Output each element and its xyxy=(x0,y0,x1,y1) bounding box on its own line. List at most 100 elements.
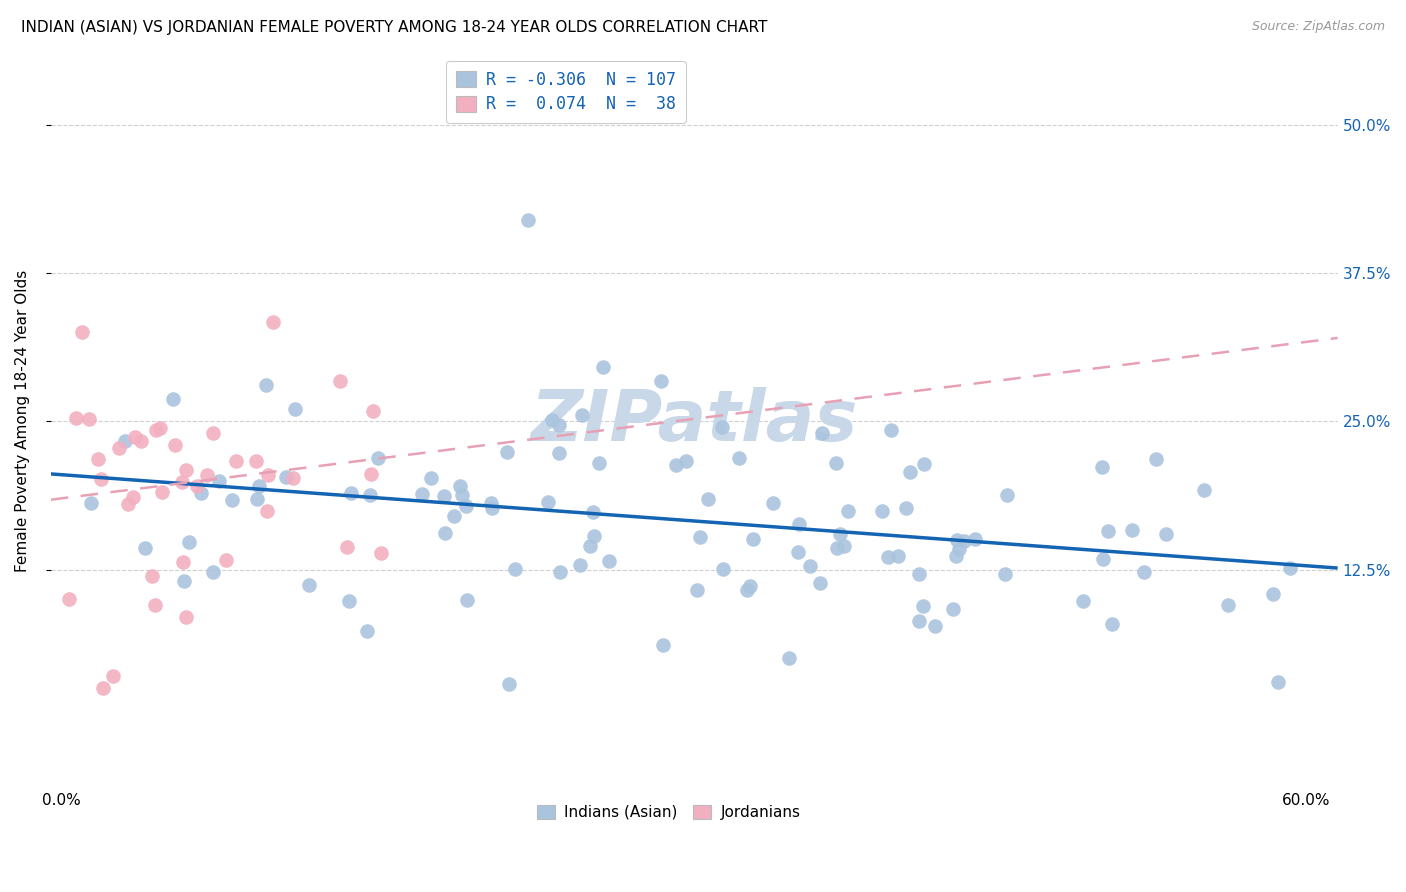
Point xyxy=(195,468,218,483)
Point xyxy=(652,639,675,653)
Point xyxy=(329,374,352,388)
Point xyxy=(1121,523,1143,537)
Point xyxy=(503,562,526,576)
Point xyxy=(443,508,465,523)
Point xyxy=(1101,617,1123,632)
Point xyxy=(1091,460,1114,475)
Point xyxy=(1132,565,1154,579)
Point xyxy=(449,479,471,493)
Point xyxy=(685,583,707,598)
Point xyxy=(578,539,600,553)
Point xyxy=(942,601,965,615)
Point xyxy=(451,488,474,502)
Point xyxy=(965,532,987,546)
Point xyxy=(245,454,267,468)
Point xyxy=(571,408,593,422)
Point xyxy=(908,566,931,581)
Point xyxy=(360,467,382,482)
Point xyxy=(696,492,718,507)
Point xyxy=(70,326,93,340)
Point xyxy=(174,610,197,624)
Point xyxy=(735,582,758,597)
Point xyxy=(225,454,247,468)
Point xyxy=(742,532,765,546)
Point xyxy=(787,545,810,559)
Point xyxy=(832,539,855,553)
Point xyxy=(994,566,1017,581)
Point xyxy=(582,505,605,519)
Point xyxy=(143,598,166,612)
Point xyxy=(177,535,200,549)
Point xyxy=(778,651,800,665)
Point xyxy=(114,434,136,449)
Point xyxy=(924,619,946,633)
Point xyxy=(356,624,378,638)
Point xyxy=(689,530,711,544)
Text: Source: ZipAtlas.com: Source: ZipAtlas.com xyxy=(1251,20,1385,33)
Point xyxy=(190,486,212,500)
Point xyxy=(256,504,278,518)
Point xyxy=(537,495,560,509)
Point xyxy=(117,497,139,511)
Point xyxy=(433,526,456,541)
Point xyxy=(107,441,129,455)
Point xyxy=(711,420,734,434)
Point xyxy=(548,565,571,579)
Point xyxy=(837,504,859,518)
Point xyxy=(134,541,156,555)
Point xyxy=(340,486,363,500)
Point xyxy=(761,496,783,510)
Point xyxy=(887,549,910,564)
Point xyxy=(1144,451,1167,466)
Point xyxy=(141,569,163,583)
Point xyxy=(1261,586,1284,600)
Point xyxy=(433,489,456,503)
Point xyxy=(359,488,381,502)
Point xyxy=(298,578,321,592)
Point xyxy=(284,402,307,417)
Point xyxy=(789,517,811,532)
Point xyxy=(945,549,967,563)
Point xyxy=(124,430,146,444)
Point xyxy=(811,425,834,440)
Point xyxy=(58,592,80,607)
Point xyxy=(283,471,305,485)
Point xyxy=(150,484,173,499)
Point xyxy=(149,420,172,434)
Point xyxy=(1216,598,1239,612)
Point xyxy=(87,451,110,466)
Point xyxy=(548,418,571,433)
Point xyxy=(948,542,970,557)
Point xyxy=(256,467,278,482)
Point xyxy=(995,488,1018,502)
Point xyxy=(246,491,269,506)
Point xyxy=(1073,594,1095,608)
Text: INDIAN (ASIAN) VS JORDANIAN FEMALE POVERTY AMONG 18-24 YEAR OLDS CORRELATION CHA: INDIAN (ASIAN) VS JORDANIAN FEMALE POVER… xyxy=(21,20,768,35)
Point xyxy=(145,423,167,437)
Point xyxy=(880,423,903,437)
Point xyxy=(101,669,124,683)
Point xyxy=(336,540,359,554)
Point xyxy=(172,555,194,569)
Point xyxy=(582,529,605,543)
Point xyxy=(361,403,384,417)
Point xyxy=(711,562,734,576)
Point xyxy=(262,315,284,329)
Y-axis label: Female Poverty Among 18-24 Year Olds: Female Poverty Among 18-24 Year Olds xyxy=(15,270,30,573)
Point xyxy=(77,412,100,426)
Point xyxy=(828,527,851,541)
Point xyxy=(247,479,270,493)
Point xyxy=(254,378,277,392)
Point xyxy=(411,486,433,500)
Point xyxy=(912,457,935,471)
Point xyxy=(548,446,571,460)
Point xyxy=(481,500,503,515)
Point xyxy=(568,558,591,572)
Point xyxy=(215,553,238,567)
Point xyxy=(598,554,620,568)
Point xyxy=(170,475,193,489)
Point xyxy=(650,374,672,388)
Point xyxy=(165,438,187,452)
Point xyxy=(202,566,225,580)
Point xyxy=(1097,524,1119,538)
